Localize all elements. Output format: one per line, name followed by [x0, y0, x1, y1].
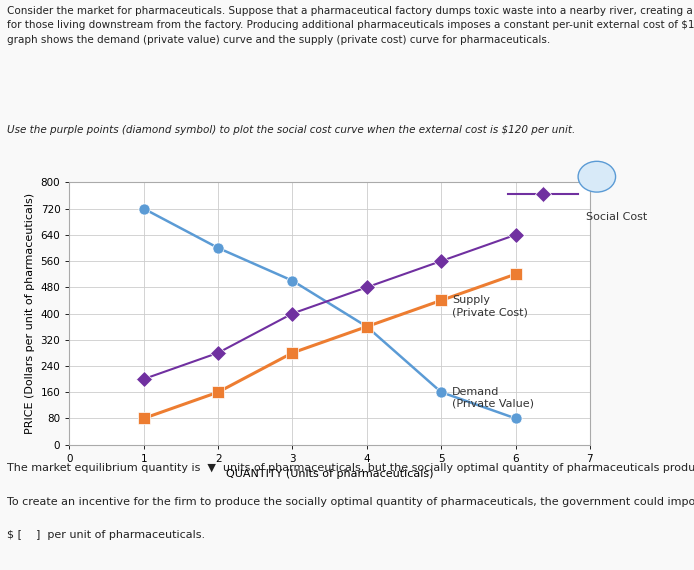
Text: Social Cost: Social Cost: [586, 212, 648, 222]
Text: Demand
(Private Value): Demand (Private Value): [452, 387, 534, 409]
Text: The market equilibrium quantity is  ▼  units of pharmaceuticals, but the sociall: The market equilibrium quantity is ▼ uni…: [7, 463, 694, 473]
Circle shape: [578, 161, 616, 192]
Text: Use the purple points (diamond symbol) to plot the social cost curve when the ex: Use the purple points (diamond symbol) t…: [7, 125, 575, 136]
Text: Consider the market for pharmaceuticals. Suppose that a pharmaceutical factory d: Consider the market for pharmaceuticals.…: [7, 6, 694, 45]
Text: ?: ?: [593, 170, 600, 183]
Text: To create an incentive for the firm to produce the socially optimal quantity of : To create an incentive for the firm to p…: [7, 496, 694, 507]
Text: Supply
(Private Cost): Supply (Private Cost): [452, 295, 528, 317]
Text: $ [    ]  per unit of pharmaceuticals.: $ [ ] per unit of pharmaceuticals.: [7, 530, 205, 540]
X-axis label: QUANTITY (Units of pharmaceuticals): QUANTITY (Units of pharmaceuticals): [226, 469, 433, 479]
Y-axis label: PRICE (Dollars per unit of pharmaceuticals): PRICE (Dollars per unit of pharmaceutica…: [25, 193, 35, 434]
